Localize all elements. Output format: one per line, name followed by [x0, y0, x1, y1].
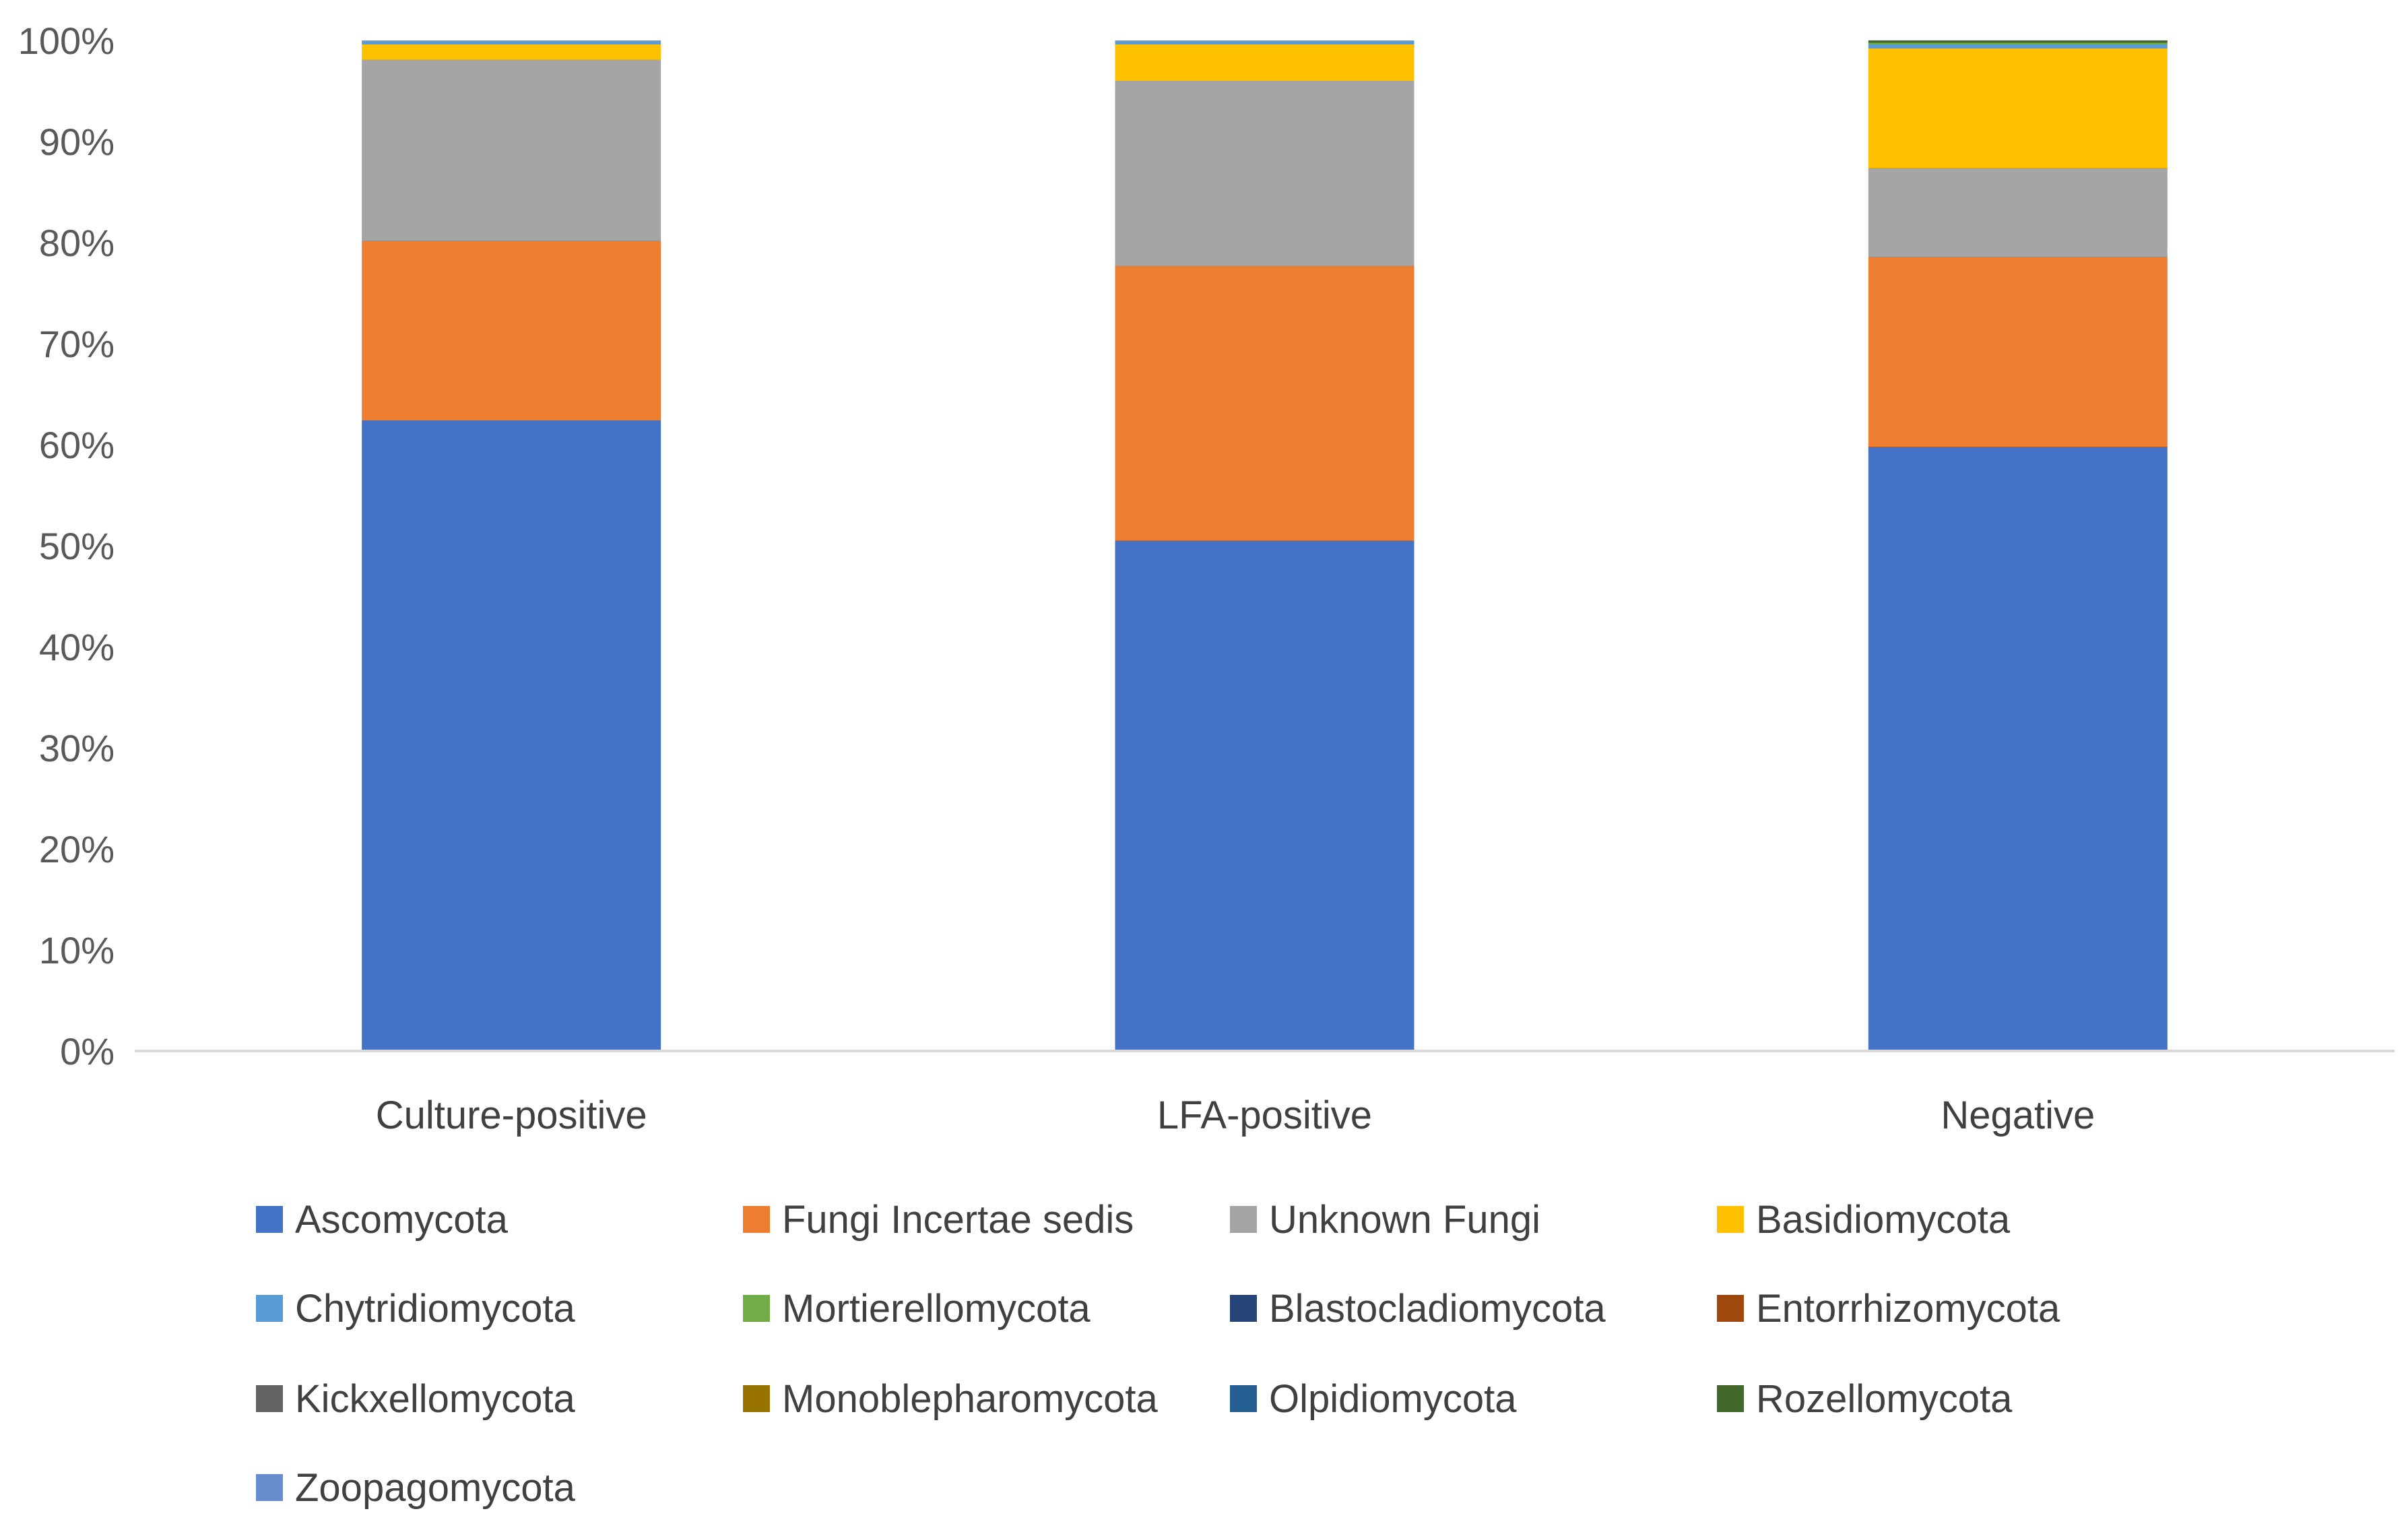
bar-segment-mortierellomycota-1 [1115, 40, 1414, 42]
y-tick-label: 0% [60, 1030, 115, 1073]
legend-swatch [1717, 1385, 1744, 1412]
x-category-label: LFA-positive [1157, 1093, 1372, 1137]
bar-segment-rozellomycota-2 [1868, 40, 2168, 43]
bar-segment-ascomycota-2 [1868, 447, 2168, 1051]
legend-swatch [256, 1206, 283, 1233]
legend-item-entorrhizomycota: Entorrhizomycota [1717, 1287, 2060, 1331]
y-tick-label: 80% [39, 222, 115, 264]
legend-item-monoblepharomycota: Monoblepharomycota [743, 1377, 1159, 1421]
legend-label: Fungi Incertae sedis [782, 1198, 1134, 1242]
bar-segment-ascomycota-0 [362, 420, 661, 1051]
bar-segment-mortierellomycota-0 [362, 40, 661, 42]
legend-label: Basidiomycota [1756, 1198, 2011, 1242]
legend-label: Entorrhizomycota [1756, 1287, 2060, 1331]
legend-label: Rozellomycota [1756, 1377, 2013, 1421]
legend-swatch [1717, 1295, 1744, 1322]
legend-label: Olpidiomycota [1269, 1377, 1517, 1421]
bar-segment-fungi-incertae-sedis-2 [1868, 257, 2168, 447]
legend-swatch [1230, 1295, 1257, 1322]
legend-item-mortierellomycota: Mortierellomycota [743, 1287, 1091, 1331]
y-tick-label: 40% [39, 626, 115, 668]
bar-segment-basidiomycota-1 [1115, 44, 1414, 81]
x-category-label: Negative [1941, 1093, 2095, 1137]
legend-item-rozellomycota: Rozellomycota [1717, 1377, 2013, 1421]
legend-item-unknown-fungi: Unknown Fungi [1230, 1198, 1540, 1242]
legend-item-olpidiomycota: Olpidiomycota [1230, 1377, 1517, 1421]
bar-segment-chytridiomycota-2 [1868, 44, 2168, 49]
legend-item-kickxellomycota: Kickxellomycota [256, 1377, 576, 1421]
bar-segment-chytridiomycota-0 [362, 41, 661, 44]
legend-label: Ascomycota [295, 1198, 509, 1242]
legend-item-ascomycota: Ascomycota [256, 1198, 509, 1242]
y-tick-label: 100% [18, 20, 115, 62]
bar-segment-fungi-incertae-sedis-1 [1115, 265, 1414, 541]
bar-segment-mortierellomycota-2 [1868, 42, 2168, 44]
legend-label: Chytridiomycota [295, 1287, 576, 1331]
bar-segment-fungi-incertae-sedis-0 [362, 241, 661, 420]
legend-swatch [1230, 1206, 1257, 1233]
legend: Ascomycota Fungi Incertae sedis Unknown Fu… [256, 1198, 2060, 1510]
legend-label: Blastocladiomycota [1269, 1287, 1606, 1331]
bar-segment-basidiomycota-2 [1868, 49, 2168, 168]
bar-segment-zoopagomycota-1 [1115, 40, 1414, 41]
y-tick-label: 10% [39, 929, 115, 971]
bar-segment-unknown-fungi-1 [1115, 81, 1414, 266]
bar-segment-zoopagomycota-0 [362, 40, 661, 41]
y-tick-label: 20% [39, 828, 115, 870]
legend-label: Unknown Fungi [1269, 1198, 1540, 1242]
axis-layer: 0% 10% 20% 30% 40% 50% 60% 70% 80% 90% 100% Culture… [18, 20, 2395, 1137]
bar-segment-chytridiomycota-1 [1115, 41, 1414, 44]
legend-item-blastocladiomycota: Blastocladiomycota [1230, 1287, 1606, 1331]
x-category-label: Culture-positive [376, 1093, 647, 1137]
bar-segment-ascomycota-1 [1115, 540, 1414, 1051]
bar-segment-unknown-fungi-0 [362, 59, 661, 241]
legend-item-fungi-incertae-sedis: Fungi Incertae sedis [743, 1198, 1134, 1242]
legend-label: Monoblepharomycota [782, 1377, 1159, 1421]
y-tick-label: 30% [39, 727, 115, 769]
y-tick-label: 90% [39, 121, 115, 163]
bar-segment-unknown-fungi-2 [1868, 168, 2168, 257]
legend-swatch [743, 1295, 770, 1322]
y-tick-label: 70% [39, 323, 115, 365]
legend-swatch [256, 1295, 283, 1322]
legend-swatch [1717, 1206, 1744, 1233]
bars-layer [362, 40, 2168, 1051]
y-tick-label: 50% [39, 525, 115, 567]
legend-item-basidiomycota: Basidiomycota [1717, 1198, 2011, 1242]
legend-swatch [1230, 1385, 1257, 1412]
legend-swatch [743, 1206, 770, 1233]
legend-swatch [743, 1385, 770, 1412]
legend-label: Kickxellomycota [295, 1377, 576, 1421]
y-tick-label: 60% [39, 424, 115, 466]
legend-swatch [256, 1474, 283, 1501]
legend-swatch [256, 1385, 283, 1412]
legend-label: Mortierellomycota [782, 1287, 1091, 1331]
bar-segment-basidiomycota-0 [362, 44, 661, 60]
legend-item-zoopagomycota: Zoopagomycota [256, 1466, 576, 1510]
legend-item-chytridiomycota: Chytridiomycota [256, 1287, 576, 1331]
legend-label: Zoopagomycota [295, 1466, 576, 1510]
